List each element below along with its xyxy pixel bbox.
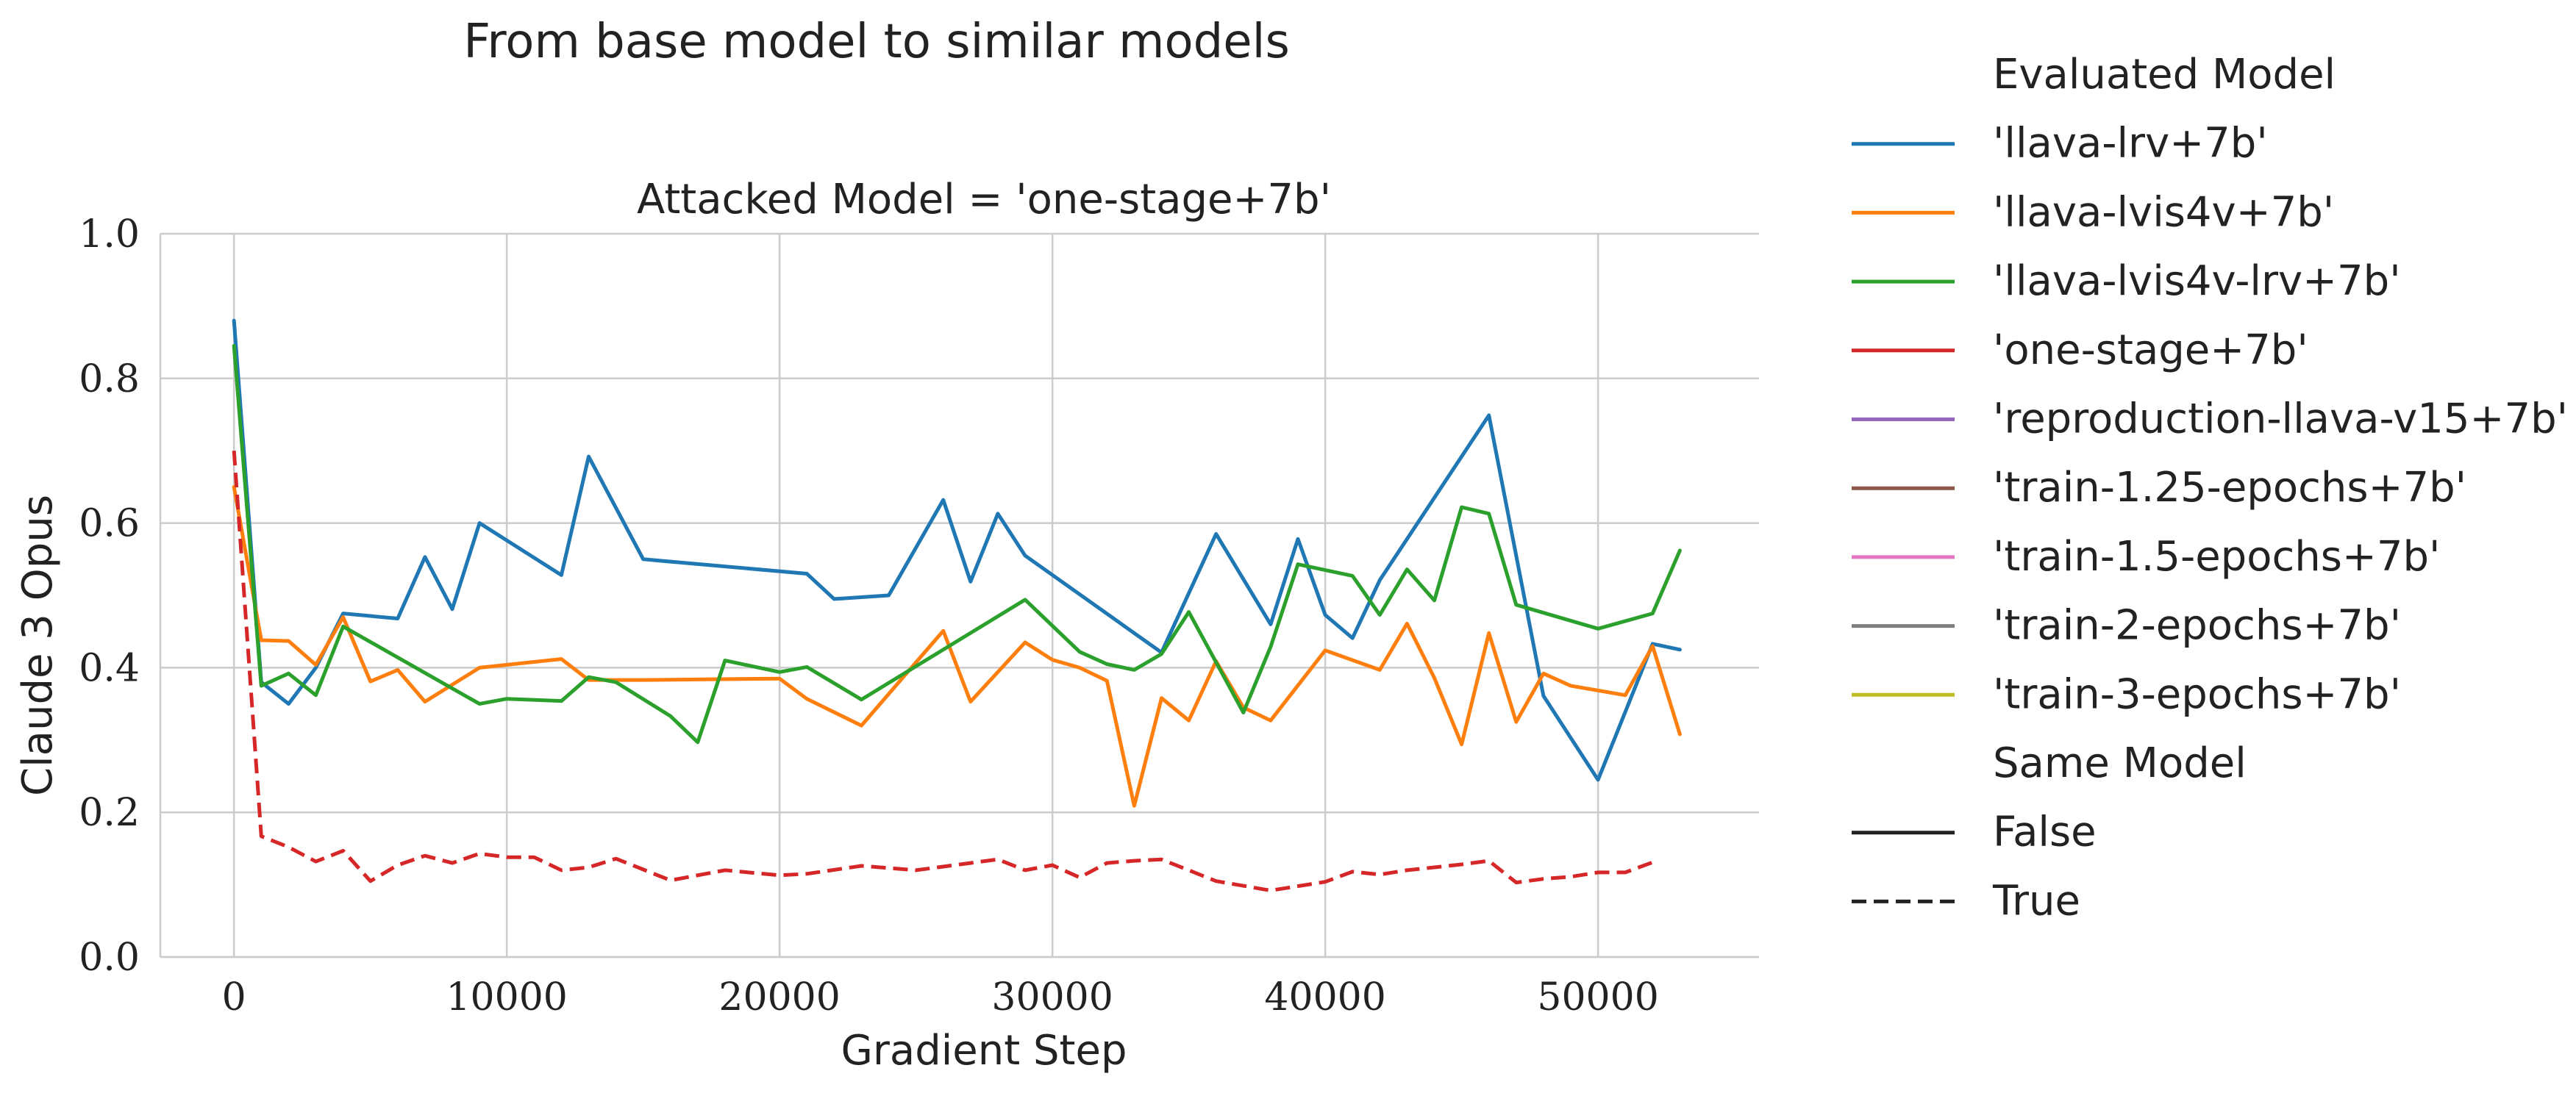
legend: Evaluated Model 'llava-lrv+7b' 'llava-lvis…: [1852, 51, 2568, 925]
legend-label: 'train-1.5-epochs+7b': [1993, 533, 2440, 581]
chart-title: From base model to similar models: [463, 15, 1290, 69]
x-tick-label: 20000: [718, 975, 840, 1019]
legend-label: 'one-stage+7b': [1993, 326, 2308, 374]
legend-hue-title: Evaluated Model: [1993, 51, 2336, 98]
grid-lines: [160, 232, 1759, 958]
legend-label: 'train-1.25-epochs+7b': [1993, 464, 2466, 512]
y-axis-label: Claude 3 Opus: [14, 495, 62, 796]
series-lines: [232, 318, 1682, 892]
legend-style-label: False: [1993, 809, 2097, 856]
y-tick-label: 0.0: [79, 936, 140, 980]
x-axis-ticks: 0 10000 20000 30000 40000 50000: [222, 975, 1659, 1019]
x-tick-label: 50000: [1537, 975, 1658, 1019]
x-tick-label: 40000: [1264, 975, 1385, 1019]
series-line-2: [232, 484, 1682, 808]
x-tick-label: 10000: [446, 975, 567, 1019]
legend-label: 'train-2-epochs+7b': [1993, 602, 2401, 650]
y-axis-ticks: 0.0 0.2 0.4 0.6 0.8 1.0: [79, 212, 140, 980]
legend-label: 'reproduction-llava-v15+7b': [1993, 395, 2568, 443]
series-line-4: [232, 451, 1654, 892]
x-axis-label: Gradient Step: [841, 1027, 1127, 1075]
chart-subtitle: Attacked Model = 'one-stage+7b': [637, 176, 1331, 223]
axes-spines: [159, 234, 1759, 958]
plot-area: [159, 232, 1759, 958]
y-tick-label: 0.4: [79, 646, 140, 690]
legend-label: 'llava-lvis4v-lrv+7b': [1993, 257, 2401, 305]
series-line-1: [232, 318, 1682, 782]
y-tick-label: 0.2: [79, 791, 140, 835]
series-line-3: [232, 344, 1682, 745]
legend-style-label: True: [1992, 877, 2080, 925]
x-tick-label: 30000: [991, 975, 1113, 1019]
x-tick-label: 0: [222, 975, 246, 1019]
legend-label: 'train-3-epochs+7b': [1993, 670, 2401, 718]
legend-label: 'llava-lvis4v+7b': [1993, 188, 2334, 236]
y-tick-label: 1.0: [79, 212, 140, 257]
y-tick-label: 0.6: [79, 502, 140, 546]
y-tick-label: 0.8: [79, 357, 140, 401]
legend-style-title: Same Model: [1993, 739, 2247, 787]
legend-label: 'llava-lrv+7b': [1993, 120, 2268, 168]
